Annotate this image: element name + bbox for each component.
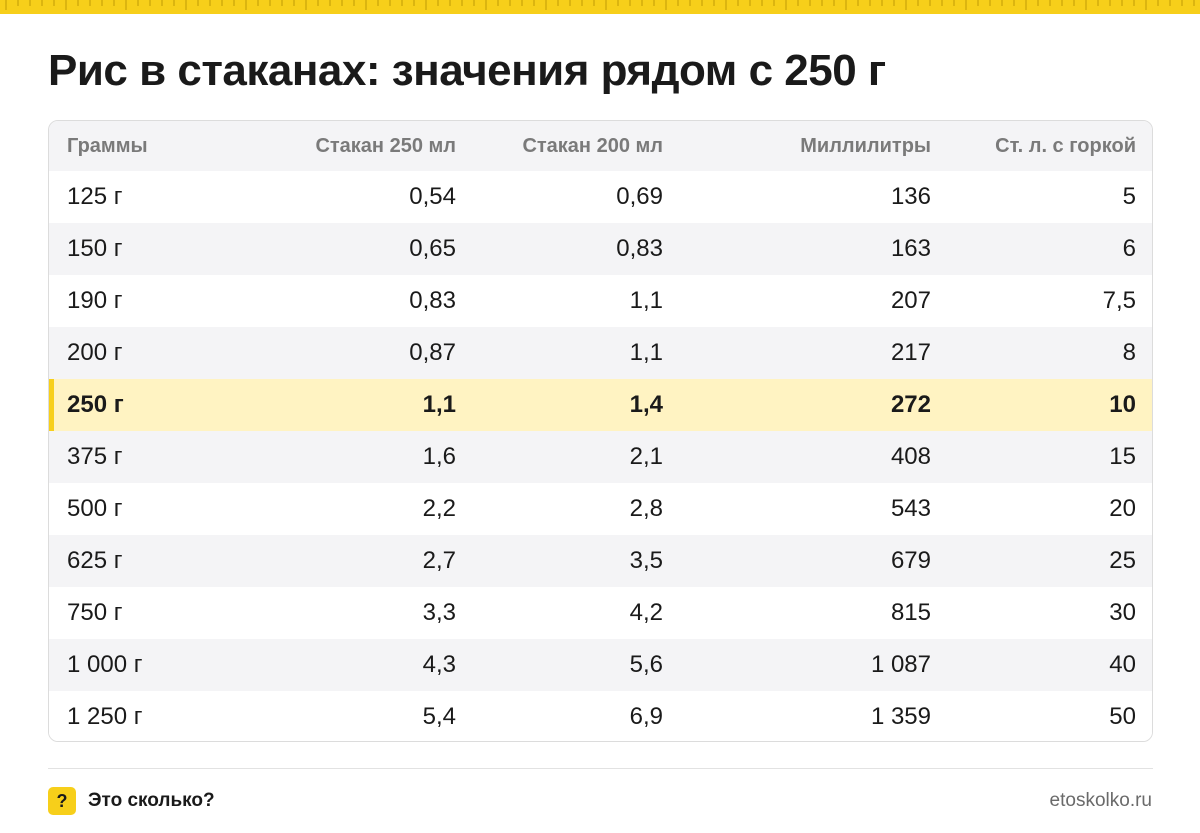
cell-tablespoons: 30 [1109, 599, 1136, 626]
cell-grams: 750 г [67, 599, 123, 626]
cell-tablespoons: 7,5 [1102, 287, 1136, 314]
cell-milliliters: 679 [890, 547, 931, 574]
table-row: 1 000 г 4,3 5,6 1 087 40 [49, 639, 1152, 691]
cell-cup-200: 1,1 [629, 287, 663, 314]
cell-grams: 375 г [67, 443, 123, 470]
cell-cup-250: 1,1 [422, 391, 456, 418]
cell-milliliters: 163 [890, 235, 931, 262]
table-row: 200 г 0,87 1,1 217 8 [49, 327, 1152, 379]
cell-cup-250: 5,4 [422, 703, 456, 730]
table-row: 125 г 0,54 0,69 136 5 [49, 171, 1152, 223]
cell-cup-250: 0,87 [409, 339, 456, 366]
cell-milliliters: 543 [890, 495, 931, 522]
cell-cup-250: 0,83 [409, 287, 456, 314]
cell-tablespoons: 6 [1122, 235, 1136, 262]
cell-tablespoons: 20 [1109, 495, 1136, 522]
cell-cup-200: 6,9 [629, 703, 663, 730]
header-cup-200: Стакан 200 мл [522, 134, 663, 157]
cell-grams: 190 г [67, 287, 123, 314]
cell-tablespoons: 40 [1109, 651, 1136, 678]
cell-milliliters: 1 359 [870, 703, 931, 730]
cell-grams: 1 000 г [67, 651, 143, 678]
cell-cup-200: 1,1 [629, 339, 663, 366]
cell-milliliters: 272 [890, 391, 931, 418]
cell-cup-200: 0,83 [616, 235, 663, 262]
table-body: 125 г 0,54 0,69 136 5 150 г 0,65 0,83 163 6 190 г 0… [49, 171, 1152, 741]
cell-grams: 125 г [67, 183, 123, 210]
cell-tablespoons: 50 [1109, 703, 1136, 730]
table-row-highlighted: 250 г 1,1 1,4 272 10 [49, 379, 1152, 431]
table-row: 190 г 0,83 1,1 207 7,5 [49, 275, 1152, 327]
cell-cup-200: 3,5 [629, 547, 663, 574]
cell-cup-250: 2,2 [422, 495, 456, 522]
cell-milliliters: 815 [890, 599, 931, 626]
cell-tablespoons: 25 [1109, 547, 1136, 574]
cell-cup-200: 4,2 [629, 599, 663, 626]
header-milliliters: Миллилитры [800, 134, 931, 157]
footer-site: etoskolko.ru [1049, 790, 1152, 811]
cell-grams: 625 г [67, 547, 123, 574]
cell-milliliters: 207 [890, 287, 931, 314]
table-row: 750 г 3,3 4,2 815 30 [49, 587, 1152, 639]
cell-grams: 200 г [67, 339, 123, 366]
cell-cup-250: 2,7 [422, 547, 456, 574]
conversion-table-card: Граммы Стакан 250 мл Стакан 200 мл Милли… [48, 120, 1153, 742]
cell-cup-200: 5,6 [629, 651, 663, 678]
ruler-strip [0, 0, 1200, 14]
cell-cup-250: 3,3 [422, 599, 456, 626]
table-row: 500 г 2,2 2,8 543 20 [49, 483, 1152, 535]
page-title: Рис в стаканах: значения рядом с 250 г [48, 46, 886, 95]
header-cup-250: Стакан 250 мл [315, 134, 456, 157]
cell-tablespoons: 15 [1109, 443, 1136, 470]
table-header-row: Граммы Стакан 250 мл Стакан 200 мл Милли… [49, 121, 1152, 171]
cell-grams: 250 г [49, 379, 279, 431]
cell-cup-250: 1,6 [422, 443, 456, 470]
cell-cup-250: 0,65 [409, 235, 456, 262]
cell-grams: 150 г [67, 235, 123, 262]
cell-grams: 500 г [67, 495, 123, 522]
table-row: 1 250 г 5,4 6,9 1 359 50 [49, 691, 1152, 741]
cell-milliliters: 136 [890, 183, 931, 210]
cell-cup-200: 1,4 [629, 391, 663, 418]
cell-tablespoons: 8 [1122, 339, 1136, 366]
cell-cup-200: 0,69 [616, 183, 663, 210]
cell-milliliters: 408 [890, 443, 931, 470]
cell-grams: 1 250 г [67, 703, 143, 730]
cell-tablespoons: 10 [1109, 391, 1136, 418]
header-tablespoons: Ст. л. с горкой [995, 134, 1136, 157]
ruler-ticks [5, 0, 1195, 10]
footer-divider [48, 768, 1153, 769]
cell-cup-250: 0,54 [409, 183, 456, 210]
table-row: 625 г 2,7 3,5 679 25 [49, 535, 1152, 587]
question-badge-icon: ? [48, 787, 76, 815]
footer-brand: Это сколько? [88, 790, 215, 811]
table-row: 375 г 1,6 2,1 408 15 [49, 431, 1152, 483]
cell-cup-200: 2,1 [629, 443, 663, 470]
cell-tablespoons: 5 [1122, 183, 1136, 210]
cell-cup-200: 2,8 [629, 495, 663, 522]
cell-milliliters: 217 [890, 339, 931, 366]
conversion-table: Граммы Стакан 250 мл Стакан 200 мл Милли… [49, 121, 1152, 741]
cell-milliliters: 1 087 [870, 651, 931, 678]
table-row: 150 г 0,65 0,83 163 6 [49, 223, 1152, 275]
cell-cup-250: 4,3 [422, 651, 456, 678]
header-grams: Граммы [67, 134, 148, 157]
